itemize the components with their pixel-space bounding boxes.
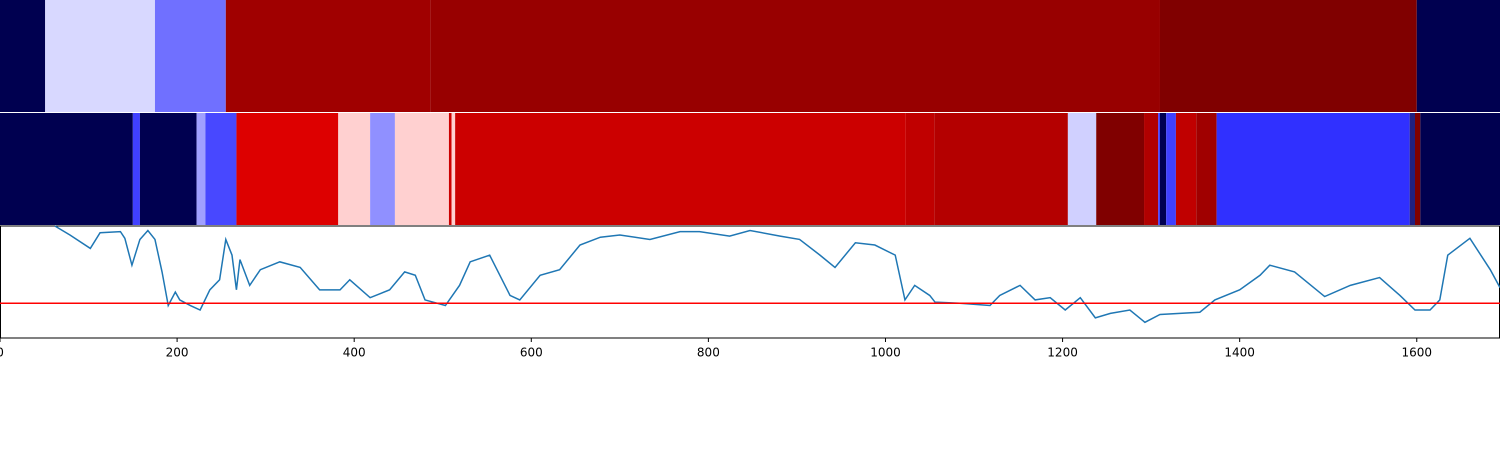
- x-tick-label: 400: [343, 346, 366, 360]
- segment: [0, 0, 46, 112]
- x-tick-label: 1200: [1047, 346, 1078, 360]
- segment: [1409, 113, 1415, 225]
- segment: [451, 113, 456, 225]
- x-tick-label: 800: [697, 346, 720, 360]
- segment: [225, 0, 431, 112]
- segment: [1196, 113, 1217, 225]
- segment: [1416, 0, 1500, 112]
- segment: [455, 113, 906, 225]
- x-tick-label: 1400: [1224, 346, 1255, 360]
- x-tick-label: 600: [520, 346, 543, 360]
- x-tick-label: 200: [166, 346, 189, 360]
- segment: [1067, 113, 1097, 225]
- segment: [934, 113, 1068, 225]
- segment: [370, 113, 395, 225]
- segment: [196, 113, 206, 225]
- segment: [236, 113, 339, 225]
- x-tick-label: 1000: [870, 346, 901, 360]
- segment: [1175, 113, 1197, 225]
- segment: [132, 113, 140, 225]
- segment: [1216, 113, 1410, 225]
- x-tick-label: 0: [0, 346, 4, 360]
- segment: [1166, 113, 1176, 225]
- segment: [905, 113, 935, 225]
- segment: [1096, 113, 1145, 225]
- x-tick-label: 1600: [1401, 346, 1432, 360]
- segment: [1144, 113, 1159, 225]
- segment: [205, 113, 237, 225]
- segment: [430, 0, 1160, 112]
- segment: [1420, 113, 1500, 225]
- segment: [1159, 113, 1167, 225]
- segment: [1158, 113, 1160, 225]
- segment: [1414, 113, 1421, 225]
- segment: [448, 113, 452, 225]
- segment: [338, 113, 371, 225]
- segment: [154, 0, 226, 112]
- segment: [139, 113, 197, 225]
- segment: [1159, 0, 1417, 112]
- segment: [45, 0, 155, 112]
- segment: [0, 113, 133, 225]
- segment: [394, 113, 449, 225]
- data-line: [54, 225, 1500, 324]
